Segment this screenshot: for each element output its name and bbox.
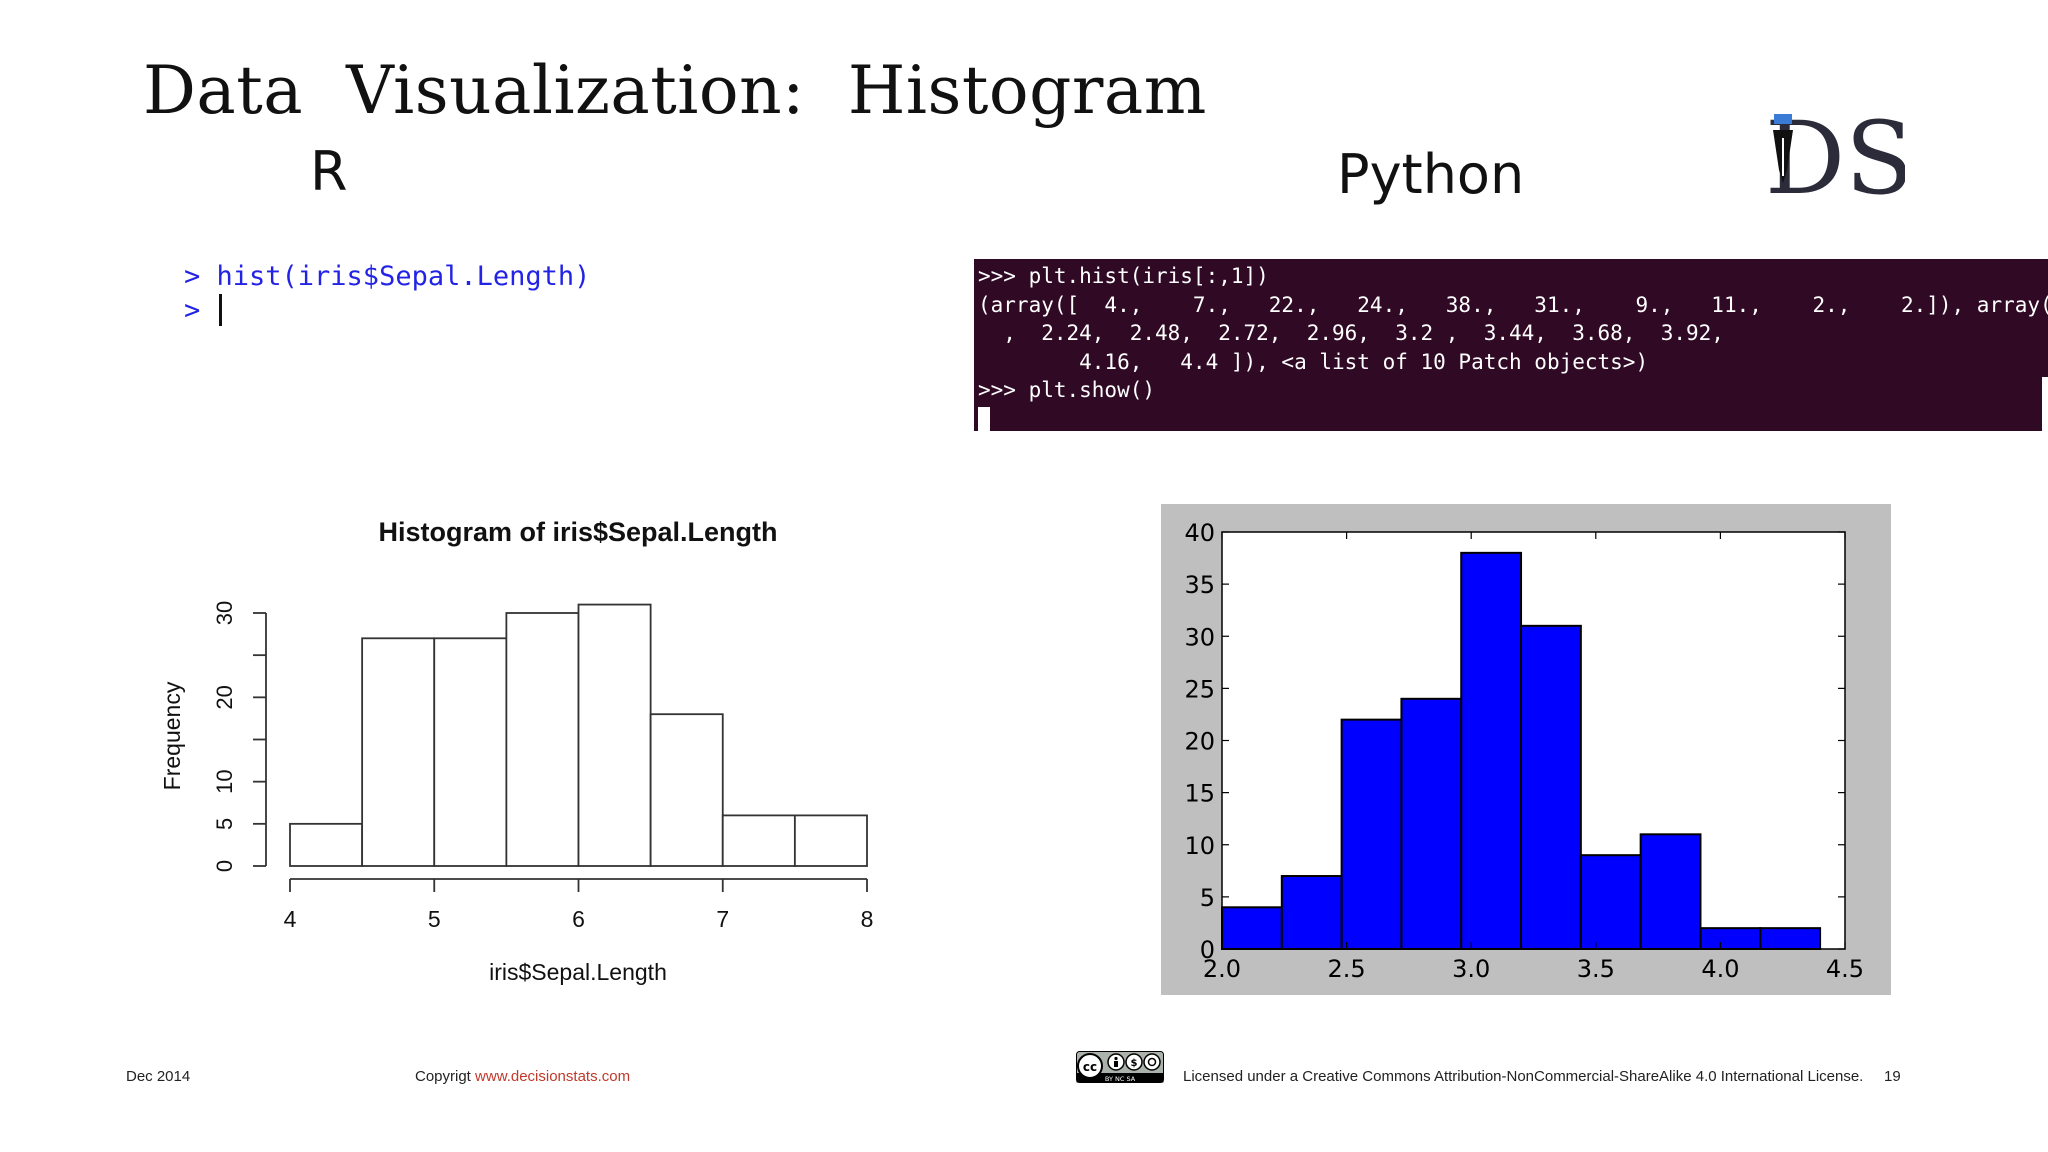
python-x-tick-label: 4.0 <box>1701 955 1739 983</box>
terminal-line: 4.16, 4.4 ]), <a list of 10 Patch object… <box>978 350 1649 374</box>
r-histogram-bar <box>433 637 508 867</box>
r-x-tick-label: 7 <box>716 906 729 932</box>
r-y-axis-label: Frequency <box>159 681 185 790</box>
python-x-tick-label: 2.0 <box>1203 955 1241 983</box>
r-histogram-bar <box>649 713 724 867</box>
python-histogram-bar <box>1400 697 1463 950</box>
r-y-tick-label: 20 <box>212 685 237 709</box>
r-histogram-bar <box>505 612 580 867</box>
python-histogram-bar <box>1340 718 1403 950</box>
python-y-tick-label: 20 <box>1184 728 1215 756</box>
terminal-line: , 2.24, 2.48, 2.72, 2.96, 3.2 , 3.44, 3.… <box>978 321 1724 345</box>
python-y-tick-label: 35 <box>1184 571 1215 599</box>
python-histogram-bar <box>1221 906 1283 950</box>
python-y-tick-label: 0 <box>1200 936 1215 964</box>
python-y-tick-label: 5 <box>1200 884 1215 912</box>
r-x-axis-label: iris$Sepal.Length <box>489 959 667 985</box>
nc-icon <box>1125 1053 1143 1071</box>
r-console-prompt: > <box>184 295 217 326</box>
r-section-label: R <box>310 140 348 203</box>
r-histogram-bar <box>577 603 652 867</box>
r-y-tick-label: 30 <box>212 601 237 625</box>
r-x-tick-label: 4 <box>284 906 297 932</box>
website-link[interactable]: www.decisionstats.com <box>475 1068 631 1085</box>
slide-title: Data Visualization: Histogram <box>143 52 1207 129</box>
python-histogram-bar <box>1639 833 1702 951</box>
python-section-label: Python <box>1337 143 1525 206</box>
terminal-line: (array([ 4., 7., 22., 24., 38., 31., 9.,… <box>978 293 2048 317</box>
python-histogram-bar <box>1699 927 1762 950</box>
creative-commons-badge[interactable]: cc $ BY NC SA <box>1076 1051 1164 1083</box>
r-x-tick-label: 6 <box>572 906 585 932</box>
r-chart-title: Histogram of iris$Sepal.Length <box>378 517 777 547</box>
svg-text:$: $ <box>1131 1058 1138 1069</box>
python-figure-panel: 2.0 2.5 3.0 3.5 4.0 4.5 0 5 10 15 20 25 30 35 40 <box>1161 504 1891 995</box>
footer-license: Licensed under a Creative Commons Attrib… <box>1183 1068 1864 1085</box>
r-x-tick-label: 8 <box>861 906 874 932</box>
pen-nib-icon <box>1773 114 1793 183</box>
svg-text:cc: cc <box>1083 1060 1097 1074</box>
r-histogram-bar <box>361 637 436 867</box>
python-histogram-bar <box>1460 551 1523 950</box>
python-x-tick-label: 3.0 <box>1452 955 1490 983</box>
page-number: 19 <box>1884 1068 1901 1085</box>
terminal-scrollbar[interactable] <box>2042 377 2048 431</box>
r-histogram-bar <box>721 814 796 867</box>
r-x-tick-label: 5 <box>428 906 441 932</box>
r-y-tick-label: 5 <box>212 818 237 830</box>
r-histogram-bar <box>289 822 364 867</box>
python-y-tick-label: 10 <box>1184 832 1215 860</box>
r-histogram: Histogram of iris$Sepal.Length Frequency… <box>159 517 874 985</box>
r-console-command: > hist(iris$Sepal.Length) <box>184 261 591 292</box>
ds-logo: DS <box>1765 100 1914 217</box>
r-console-cursor <box>219 294 222 326</box>
terminal-line: >>> plt.hist(iris[:,1]) <box>978 264 1269 288</box>
python-histogram-bar <box>1280 875 1343 950</box>
python-y-tick-label: 40 <box>1184 519 1215 547</box>
terminal-line: >>> plt.show() <box>978 378 1156 402</box>
footer-date: Dec 2014 <box>126 1068 191 1085</box>
footer-copyright: Copyrigt www.decisionstats.com <box>415 1068 630 1085</box>
python-histogram-bar <box>1520 624 1582 950</box>
sa-icon <box>1143 1053 1161 1071</box>
python-terminal: >>> plt.hist(iris[:,1]) (array([ 4., 7.,… <box>974 259 2048 431</box>
cc-badge-text: BY NC SA <box>1105 1075 1136 1083</box>
python-x-tick-label: 3.5 <box>1577 955 1615 983</box>
python-y-tick-label: 30 <box>1184 623 1215 651</box>
terminal-cursor <box>978 407 990 431</box>
r-y-tick-label: 10 <box>212 769 237 793</box>
python-y-tick-label: 15 <box>1184 780 1215 808</box>
r-y-tick-label: 0 <box>212 860 237 872</box>
python-x-tick-label: 2.5 <box>1328 955 1366 983</box>
python-histogram: 2.0 2.5 3.0 3.5 4.0 4.5 0 5 10 15 20 25 30 35 40 <box>1184 519 1864 983</box>
cc-icon <box>1077 1053 1103 1079</box>
python-y-tick-label: 25 <box>1184 675 1215 703</box>
r-histogram-bar <box>793 814 868 867</box>
python-x-tick-label: 4.5 <box>1826 955 1864 983</box>
python-histogram-bar <box>1579 854 1642 950</box>
copyright-prefix: Copyrigt <box>415 1068 476 1085</box>
python-histogram-bar <box>1759 927 1822 950</box>
